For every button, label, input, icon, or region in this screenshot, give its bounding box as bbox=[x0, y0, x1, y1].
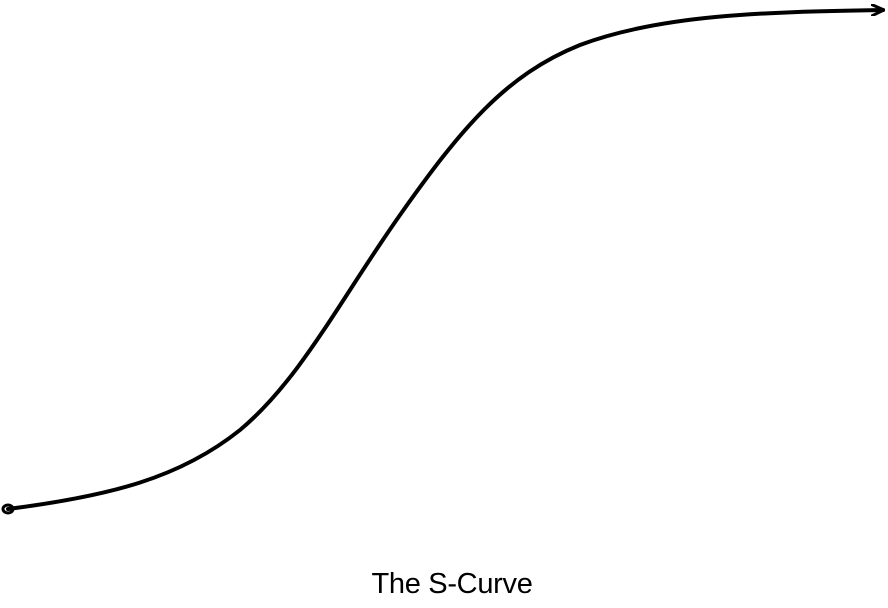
s-curve-line bbox=[6, 10, 883, 511]
diagram-caption: The S-Curve bbox=[371, 568, 533, 600]
curve-start-dot bbox=[1, 503, 15, 515]
